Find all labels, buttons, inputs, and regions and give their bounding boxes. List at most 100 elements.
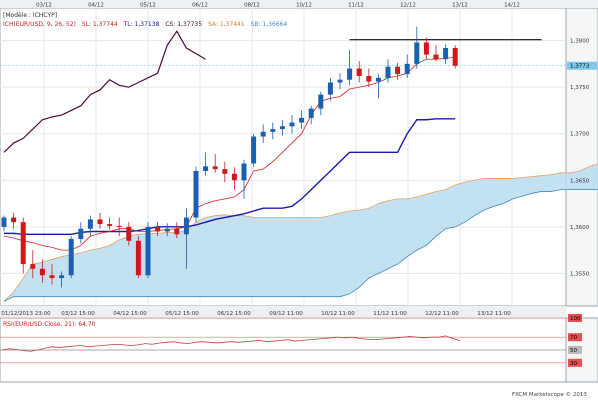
candle-down	[356, 68, 362, 76]
candle-down	[97, 219, 103, 225]
cs-value: CS: 1,37735	[165, 21, 202, 28]
candle-up	[251, 136, 257, 164]
candle-down	[39, 268, 45, 276]
top-date-strip	[0, 0, 598, 8]
candle-up	[183, 217, 189, 235]
candle-up	[68, 238, 74, 276]
candle-down	[212, 166, 218, 170]
candle-up	[203, 166, 209, 171]
candle-down	[116, 225, 122, 227]
top-date-label: 03/12	[36, 3, 52, 9]
candle-down	[174, 228, 180, 235]
tenkan-sen-line	[3, 56, 456, 251]
sa-value: SA: 1,37441	[208, 21, 245, 28]
candle-down	[135, 240, 141, 276]
rsi-level-tag	[568, 346, 582, 354]
candle-up	[404, 63, 410, 75]
candle-up	[385, 66, 391, 78]
top-date-label: 06/12	[192, 3, 208, 9]
rsi-level-tag	[568, 314, 582, 322]
price-tick-label: 1,3800	[570, 39, 590, 45]
price-tick-label: 1,3700	[570, 132, 590, 138]
bottom-date-label: 12/12 11:00	[425, 311, 459, 317]
candle-down	[155, 226, 161, 232]
price-axis-panel	[565, 7, 598, 307]
candle-up	[193, 170, 199, 218]
candle-up	[308, 108, 314, 118]
candle-down	[395, 66, 401, 75]
top-date-label: 05/12	[140, 3, 156, 9]
rsi-tick-label: 30	[570, 361, 577, 367]
bottom-date-label: 11/12 11:00	[373, 311, 407, 317]
candle-down	[49, 275, 55, 279]
rsi-label: RSI(EUR/USD.Close, 21): 64,70	[3, 321, 96, 328]
bottom-date-label: 10/12 11:00	[321, 311, 355, 317]
bottom-date-label: 01/12/2013 23:00	[1, 311, 51, 317]
top-date-label: 11/12	[348, 3, 364, 9]
candle-up	[299, 117, 305, 123]
top-date-label: 08/12	[244, 3, 260, 9]
rsi-level-tag	[568, 358, 582, 367]
candle-up	[347, 68, 353, 80]
candle-up	[78, 228, 84, 239]
candle-down	[107, 224, 113, 226]
candle-down	[126, 226, 132, 241]
bottom-date-label: 13/12 11:00	[477, 311, 511, 317]
bottom-date-label: 05/12 15:00	[165, 311, 199, 317]
ichimoku-cloud	[3, 163, 598, 302]
candle-up	[241, 163, 247, 181]
candle-up	[414, 42, 420, 64]
candle-up	[260, 131, 266, 137]
candle-down	[231, 173, 237, 181]
price-tick-label: 1,3650	[570, 178, 590, 184]
indicator-header: ICH(EUR/USD, 9, 26, 52) SL: 1,37744 TL: …	[3, 21, 287, 28]
candle-up	[164, 228, 170, 232]
rsi-tick-label: 70	[570, 335, 577, 341]
price-tick-label: 1,3550	[570, 271, 590, 277]
date-axis-strip	[0, 306, 566, 318]
candle-up	[145, 226, 151, 276]
rsi-line	[1, 335, 461, 352]
tl-value: TL: 1,37138	[123, 21, 160, 28]
candle-down	[366, 75, 372, 82]
top-date-label: 10/12	[296, 3, 312, 9]
bottom-date-label: 09/12 11:00	[269, 311, 303, 317]
candles	[1, 26, 458, 288]
chikou-span-line	[3, 30, 206, 153]
candle-up	[87, 219, 93, 229]
sb-value: SB: 1,36664	[251, 21, 288, 28]
current-price-label: 1,3773	[570, 64, 590, 70]
axes-labels: 1,3800 1,3750 1,3700 1,3650 1,3600 1,3550 03/1…	[1, 3, 597, 317]
candle-down	[433, 54, 439, 60]
cloud-fill	[4, 163, 598, 302]
candle-down	[30, 264, 36, 269]
candle-down	[452, 48, 458, 66]
price-tick-label: 1,3600	[570, 225, 590, 231]
top-date-label: 13/12	[452, 3, 468, 9]
candle-down	[11, 217, 17, 223]
candle-up	[59, 275, 65, 279]
candle-up	[289, 122, 295, 127]
bottom-date-label: 03/12 15:00	[61, 311, 95, 317]
rsi-level-tag	[568, 333, 582, 342]
top-date-label: 04/12	[88, 3, 104, 9]
candle-down	[20, 222, 26, 265]
candle-up	[270, 129, 276, 132]
rsi-tick-label: 50	[570, 348, 577, 354]
bottom-date-label: 04/12 15:00	[113, 311, 147, 317]
rsi-tick-label: 100	[570, 316, 581, 322]
rsi-indicator: 100 70 50 30	[0, 314, 582, 367]
candle-up	[1, 217, 7, 227]
copyright: FXCM Marketscope © 2013	[512, 391, 587, 398]
candle-up	[375, 77, 381, 82]
price-tick-label: 1,3750	[570, 85, 590, 91]
top-date-label: 12/12	[400, 3, 416, 9]
candle-up	[327, 82, 333, 95]
sl-value: SL: 1,37744	[82, 21, 118, 28]
candle-down	[222, 169, 228, 174]
senkou-span-b-line	[3, 189, 598, 302]
top-date-label: 14/12	[504, 3, 520, 9]
candle-up	[337, 79, 343, 83]
